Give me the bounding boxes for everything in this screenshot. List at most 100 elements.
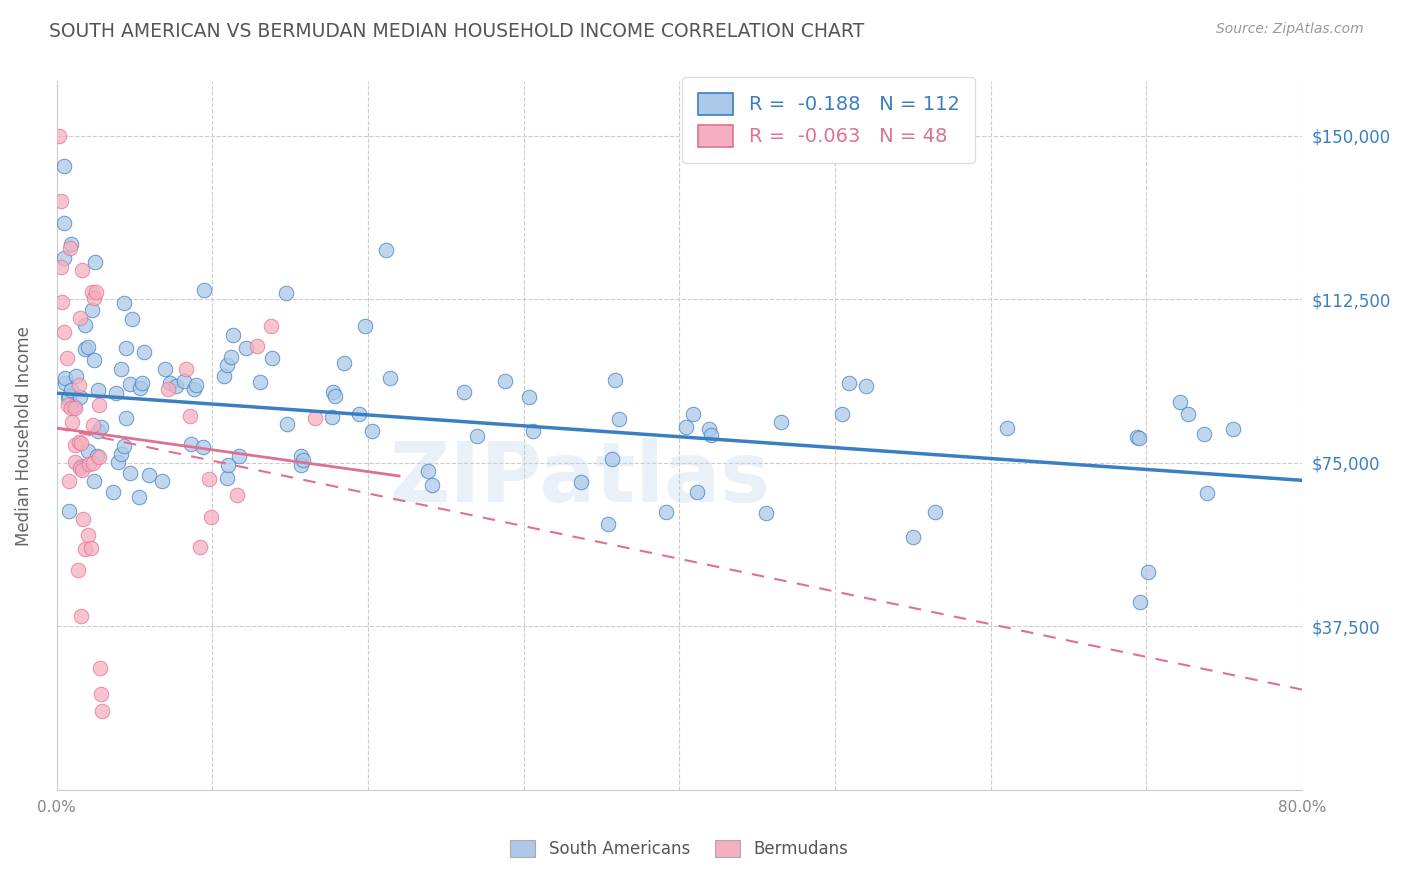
Point bbox=[107, 455, 129, 469]
Point bbox=[56, 351, 79, 366]
Point bbox=[354, 319, 377, 334]
Point bbox=[416, 465, 439, 479]
Point bbox=[855, 378, 877, 392]
Point bbox=[72, 512, 94, 526]
Point bbox=[77, 528, 100, 542]
Point bbox=[110, 361, 132, 376]
Point bbox=[55, 371, 77, 385]
Point bbox=[134, 344, 156, 359]
Point bbox=[58, 504, 80, 518]
Point bbox=[86, 450, 108, 464]
Point bbox=[91, 705, 114, 719]
Point bbox=[215, 471, 238, 485]
Point bbox=[682, 407, 704, 421]
Point bbox=[53, 325, 76, 339]
Point bbox=[120, 467, 142, 481]
Point bbox=[1197, 486, 1219, 500]
Point bbox=[56, 398, 79, 412]
Point bbox=[1129, 595, 1152, 609]
Point bbox=[1128, 430, 1150, 444]
Point bbox=[67, 377, 90, 392]
Point bbox=[65, 455, 87, 469]
Point bbox=[1177, 407, 1199, 421]
Point bbox=[217, 458, 239, 472]
Point bbox=[110, 447, 132, 461]
Point bbox=[77, 340, 100, 354]
Point bbox=[228, 449, 250, 463]
Point bbox=[607, 412, 630, 426]
Point bbox=[60, 415, 83, 429]
Point bbox=[1168, 395, 1191, 409]
Point bbox=[217, 358, 239, 372]
Point bbox=[90, 687, 112, 701]
Point bbox=[494, 374, 516, 388]
Point bbox=[325, 389, 347, 403]
Point bbox=[380, 371, 402, 385]
Point bbox=[72, 463, 94, 477]
Point bbox=[193, 283, 215, 297]
Point bbox=[58, 389, 80, 403]
Point bbox=[121, 311, 143, 326]
Point bbox=[274, 286, 297, 301]
Point bbox=[49, 194, 72, 209]
Point bbox=[179, 409, 201, 424]
Point bbox=[174, 362, 197, 376]
Point bbox=[138, 468, 160, 483]
Point bbox=[89, 450, 111, 465]
Point bbox=[120, 377, 142, 392]
Point bbox=[522, 424, 544, 438]
Point bbox=[69, 435, 91, 450]
Point bbox=[569, 475, 592, 489]
Point bbox=[58, 474, 80, 488]
Point bbox=[686, 485, 709, 500]
Point bbox=[246, 339, 269, 353]
Point bbox=[1194, 426, 1216, 441]
Point bbox=[150, 474, 173, 488]
Point bbox=[235, 341, 257, 355]
Text: Source: ZipAtlas.com: Source: ZipAtlas.com bbox=[1216, 22, 1364, 37]
Point bbox=[59, 240, 82, 254]
Point bbox=[260, 319, 283, 334]
Point bbox=[198, 472, 221, 486]
Point bbox=[165, 379, 187, 393]
Point bbox=[214, 368, 236, 383]
Point bbox=[191, 440, 214, 454]
Point bbox=[156, 382, 179, 396]
Y-axis label: Median Household Income: Median Household Income bbox=[15, 326, 32, 546]
Point bbox=[80, 303, 103, 318]
Point bbox=[60, 236, 83, 251]
Point bbox=[73, 343, 96, 357]
Point bbox=[184, 378, 207, 392]
Point bbox=[48, 128, 70, 143]
Point bbox=[290, 449, 312, 463]
Point bbox=[260, 351, 283, 365]
Point bbox=[69, 608, 91, 623]
Point bbox=[66, 563, 89, 577]
Point bbox=[63, 401, 86, 415]
Point bbox=[153, 362, 176, 376]
Point bbox=[420, 478, 443, 492]
Point bbox=[188, 540, 211, 554]
Point bbox=[83, 255, 105, 269]
Point bbox=[333, 356, 356, 370]
Point bbox=[361, 425, 384, 439]
Point bbox=[322, 384, 344, 399]
Point bbox=[901, 530, 924, 544]
Point bbox=[600, 452, 623, 467]
Point bbox=[200, 510, 222, 524]
Point bbox=[115, 342, 138, 356]
Point bbox=[115, 410, 138, 425]
Point bbox=[51, 260, 73, 274]
Point bbox=[697, 422, 720, 436]
Point bbox=[349, 407, 371, 421]
Point bbox=[291, 453, 314, 467]
Point bbox=[1222, 422, 1244, 436]
Point bbox=[173, 374, 195, 388]
Point bbox=[104, 386, 127, 401]
Point bbox=[700, 428, 723, 442]
Point bbox=[77, 443, 100, 458]
Point bbox=[60, 401, 83, 416]
Point bbox=[995, 421, 1018, 435]
Point bbox=[112, 296, 135, 310]
Point bbox=[655, 505, 678, 519]
